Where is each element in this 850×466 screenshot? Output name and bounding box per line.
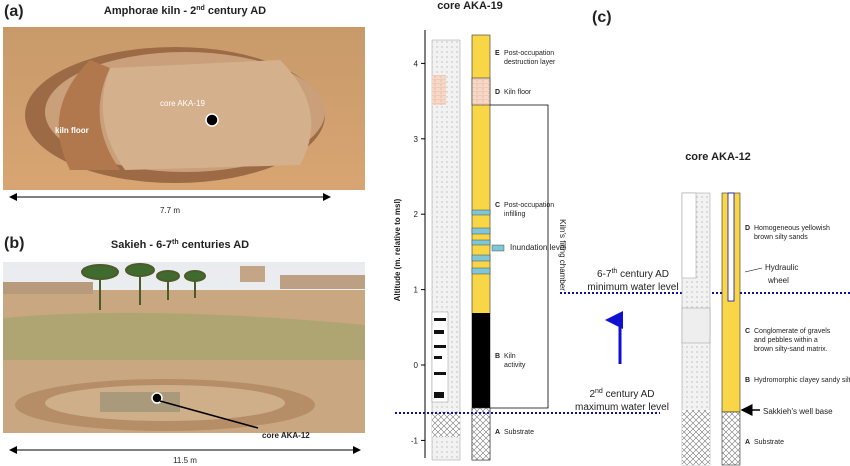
water-level-label: maximum water level [575, 402, 669, 413]
unit-text: Substrate [754, 439, 784, 446]
tick-label: 0 [414, 361, 419, 370]
panel-label: (c) [592, 9, 612, 26]
wl-sup: nd [595, 388, 603, 395]
photo-sakieh [3, 262, 365, 433]
log-column [681, 192, 711, 466]
leader-line [159, 400, 259, 429]
unit-letter: B [745, 377, 750, 384]
title-sup: nd [196, 5, 205, 12]
bracket-label: Kiln's firing chamber [558, 219, 567, 291]
scale-label: 7.7 m [160, 206, 180, 215]
unit-text: activity [504, 362, 526, 369]
core-point [151, 392, 163, 404]
wl-part: century AD [617, 269, 669, 280]
photo-kiln [3, 27, 365, 190]
panel-label: (b) [4, 235, 24, 252]
strat-column [471, 34, 491, 461]
unit-text: Conglomerate of gravels [754, 328, 831, 335]
water-level-label: 2nd century AD [589, 388, 654, 400]
unit-labels: E Post-occupation destruction layer D Kiln f… [495, 50, 556, 436]
unit-text: Homogeneous yellowish [754, 225, 830, 232]
tick-label: 1 [414, 286, 419, 295]
panel-title: Amphorae kiln - 2nd century AD [104, 5, 266, 17]
tick-label: 3 [414, 135, 419, 144]
unit-letter: A [495, 429, 500, 436]
y-ticks: -1 0 1 2 3 4 [411, 59, 425, 445]
photo-label: kiln floor [55, 126, 89, 135]
bracket [490, 104, 549, 409]
title-sup: th [172, 239, 179, 246]
unit-text: Kiln [504, 353, 516, 360]
unit-letter: E [495, 50, 500, 57]
panel-label: (a) [4, 3, 24, 20]
title-part: Sakieh - 6-7 [111, 239, 172, 251]
unit-text: and pebbles within a [754, 337, 818, 344]
unit-text: Post-occupation [504, 50, 554, 57]
unit-letter: A [745, 439, 750, 446]
title-part: century AD [205, 5, 266, 17]
scale-label: 11.5 m [173, 456, 197, 465]
strat-column [721, 192, 741, 466]
wl-part: 6-7 [597, 269, 612, 280]
unit-text: brown silty-sand matrix. [754, 346, 828, 353]
leader-line [744, 267, 763, 273]
core-label: core AKA-12 [262, 431, 310, 440]
legend-swatch [491, 244, 505, 252]
hydraulic-label: wheel [767, 276, 789, 285]
legend-label: Inundation level [510, 243, 566, 252]
water-level-label: minimum water level [587, 282, 678, 293]
unit-text: Kiln floor [504, 89, 532, 96]
title-part: centuries AD [179, 239, 250, 251]
unit-letter: C [745, 328, 750, 335]
unit-text: Substrate [504, 429, 534, 436]
unit-letter: D [745, 225, 750, 232]
title-part: Amphorae kiln - 2 [104, 5, 196, 17]
unit-text: destruction layer [504, 59, 556, 66]
photo-label: core AKA-19 [160, 99, 205, 108]
wl-part: 2 [589, 389, 595, 400]
unit-letter: C [495, 202, 500, 209]
wl-part: century AD [603, 389, 655, 400]
well-label: Sakkieh's well base [763, 407, 833, 416]
unit-text: Hydromorphic clayey sandy silts [754, 377, 850, 384]
tick-label: -1 [411, 436, 419, 445]
unit-letter: B [495, 353, 500, 360]
hydraulic-label: Hydraulic [765, 263, 798, 272]
tick-label: 4 [414, 59, 419, 68]
unit-text: Post-occupation [504, 202, 554, 209]
tick-label: 2 [414, 210, 419, 219]
unit-text: infilling [504, 211, 526, 218]
core-title: core AKA-19 [437, 0, 503, 12]
core-title: core AKA-12 [685, 151, 751, 163]
unit-letter: D [495, 89, 500, 96]
unit-labels: D Homogeneous yellowish brown silty sands C… [745, 225, 850, 446]
log-column [431, 39, 461, 461]
wl-sup: th [611, 268, 617, 275]
water-level-label: 6-7th century AD [597, 268, 669, 280]
panel-title: Sakieh - 6-7th centuries AD [111, 239, 249, 251]
axis-label: Altitude (m. relative to msl) [393, 198, 402, 301]
unit-text: brown silty sands [754, 234, 808, 241]
core-point [205, 113, 219, 127]
